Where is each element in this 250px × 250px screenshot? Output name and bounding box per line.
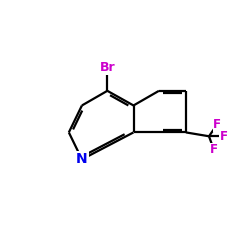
Text: F: F: [220, 130, 228, 143]
Text: N: N: [76, 152, 88, 166]
Text: F: F: [213, 118, 221, 131]
Text: Br: Br: [100, 61, 115, 74]
Text: F: F: [210, 143, 218, 156]
